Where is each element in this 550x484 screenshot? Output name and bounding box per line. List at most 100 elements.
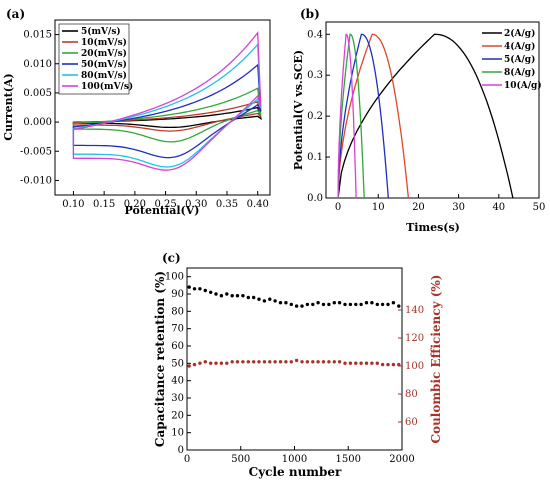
- y-tick-label: 60: [171, 341, 184, 352]
- legend-entry: 5(A/g): [504, 54, 535, 65]
- efficiency-point: [380, 362, 385, 367]
- cv-curve: [72, 100, 262, 132]
- retention-point: [354, 302, 358, 307]
- efficiency-point: [364, 361, 369, 365]
- y-tick-label: 40: [171, 376, 184, 387]
- gcd-curve: [337, 33, 365, 199]
- panel-a-legend-box: [58, 23, 130, 95]
- panel-b-legend: 2(A/g) 4(A/g) 5(A/g) 8(A/g) 10(A/g): [482, 28, 542, 91]
- panel-c-xlabel: Cycle number: [249, 465, 342, 479]
- cv-curve: [72, 42, 262, 168]
- y-tick-label: 0.010: [23, 59, 52, 70]
- panel-b: (b) 0 10 20 30 40 50 0.0 0.1 0.2 0.3 0.4 2(A/g) 4(A…: [292, 7, 545, 234]
- y-tick-label: -0.005: [20, 146, 52, 157]
- y-tick-label: 20: [171, 410, 184, 421]
- y-tick-label: 70: [171, 324, 184, 335]
- panel-a-label: (a): [6, 7, 25, 21]
- retention-point: [386, 302, 390, 307]
- legend-entry: 8(A/g): [504, 67, 535, 78]
- y-tick-label: -0.010: [20, 175, 52, 186]
- x-tick-label: 50: [533, 202, 546, 213]
- panel-c: (c) 0 500 1000 1500 2000 0 10 20 30 40 50 60 70 80 90 1…: [153, 251, 443, 479]
- y-tick-label: 30: [171, 393, 184, 404]
- y-tick-label: 0.0: [307, 193, 323, 204]
- efficiency-point: [337, 360, 342, 364]
- gcd-curve: [337, 33, 389, 199]
- retention-point: [294, 304, 299, 308]
- x-tick-label: 0.40: [247, 199, 269, 210]
- retention-point: [359, 302, 363, 307]
- efficiency-point: [278, 360, 283, 364]
- y-tick-label: 90: [171, 289, 184, 300]
- retention-point: [332, 301, 336, 305]
- retention-point: [219, 294, 224, 298]
- efficiency-point: [252, 360, 256, 364]
- x-tick-label: 0.35: [216, 199, 238, 210]
- retention-point: [391, 301, 396, 305]
- panel-a-xlabel: Potential(V): [125, 204, 200, 217]
- efficiency-point: [241, 360, 245, 364]
- efficiency-point: [187, 364, 191, 368]
- retention-point: [348, 302, 353, 307]
- retention-point: [278, 301, 283, 305]
- retention-point: [289, 302, 293, 307]
- y2-tick-label: 60: [405, 417, 418, 428]
- x-tick-label: 0.15: [93, 199, 115, 210]
- retention-point: [327, 302, 331, 307]
- retention-point: [364, 301, 369, 305]
- x-tick-label: 1500: [336, 454, 361, 465]
- y-tick-label: 10: [171, 428, 184, 439]
- retention-point: [316, 301, 320, 305]
- efficiency-point: [214, 361, 218, 365]
- y-tick-label: 0.1: [307, 152, 323, 163]
- y-tick-label: 0: [178, 445, 184, 456]
- panel-c-y2label: Coulombic Efficiency (%): [429, 275, 443, 444]
- x-tick-label: 0.10: [62, 199, 84, 210]
- x-tick-label: 0.30: [185, 199, 207, 210]
- retention-point: [235, 294, 240, 298]
- y-tick-label: 0.3: [307, 70, 323, 81]
- retention-point: [225, 292, 229, 296]
- panel-b-label: (b): [300, 7, 320, 21]
- efficiency-point: [300, 360, 304, 364]
- retention-point: [230, 294, 234, 298]
- efficiency-point: [294, 358, 299, 363]
- retention-point: [370, 301, 374, 305]
- efficiency-point: [257, 360, 261, 364]
- panel-c-ticks: 0 500 1000 1500 2000 0 10 20 30 40 50 60 70 80 90 100 60…: [165, 272, 424, 465]
- efficiency-point: [209, 361, 213, 365]
- cv-curve: [72, 87, 262, 143]
- retention-point: [380, 302, 385, 307]
- retention-point: [337, 301, 342, 305]
- gcd-curve: [337, 33, 514, 199]
- retention-point: [214, 292, 218, 296]
- panel-c-ylabel: Capacitance retention (%): [153, 271, 167, 447]
- retention-point: [192, 287, 197, 291]
- retention-point: [268, 297, 272, 301]
- efficiency-point: [246, 360, 250, 364]
- panel-a-frame: [54, 19, 271, 196]
- retention-point: [209, 290, 213, 294]
- x-tick-label: 0.20: [124, 199, 146, 210]
- efficiency-point: [289, 360, 293, 364]
- x-tick-label: 0: [184, 454, 190, 465]
- retention-point: [203, 288, 207, 293]
- panel-b-ylabel: Potential(V vs.SCE): [292, 50, 305, 170]
- panel-a-curves: [72, 31, 262, 171]
- efficiency-point: [397, 362, 401, 367]
- efficiency-point: [268, 360, 272, 364]
- efficiency-point: [230, 360, 234, 364]
- efficiency-point: [262, 360, 267, 364]
- x-tick-label: 2000: [389, 454, 414, 465]
- cv-curve: [72, 63, 262, 159]
- retention-point: [187, 285, 191, 289]
- efficiency-point: [375, 361, 379, 365]
- panel-a-ylabel: Current(A): [2, 73, 15, 140]
- retention-point: [246, 295, 250, 300]
- gcd-curve: [337, 33, 410, 199]
- efficiency-point: [225, 361, 229, 365]
- efficiency-point: [311, 360, 315, 364]
- panel-a-ticks: 0.10 0.15 0.20 0.25 0.30 0.35 0.40 -0.010 -0.005…: [20, 30, 269, 210]
- retention-point: [343, 302, 347, 307]
